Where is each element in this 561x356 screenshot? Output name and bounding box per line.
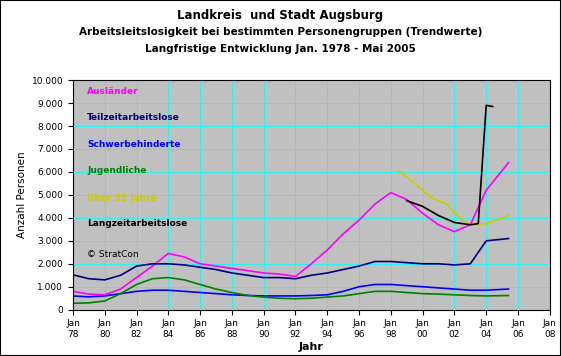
Y-axis label: Anzahl Personen: Anzahl Personen	[17, 152, 27, 238]
Text: Langfristige Entwicklung Jan. 1978 - Mai 2005: Langfristige Entwicklung Jan. 1978 - Mai…	[145, 44, 416, 54]
Text: Langzeitarbeitslose: Langzeitarbeitslose	[88, 219, 187, 228]
Text: Landkreis  und Stadt Augsburg: Landkreis und Stadt Augsburg	[177, 9, 384, 22]
Text: Schwerbehinderte: Schwerbehinderte	[88, 140, 181, 149]
X-axis label: Jahr: Jahr	[299, 342, 324, 352]
Text: Über 55 Jahre: Über 55 Jahre	[88, 193, 157, 203]
Text: © StratCon: © StratCon	[88, 250, 139, 259]
Text: Ausländer: Ausländer	[88, 87, 139, 96]
Text: Teilzeitarbeitslose: Teilzeitarbeitslose	[88, 114, 180, 122]
Text: Arbeitsleitslosigkeit bei bestimmten Personengruppen (Trendwerte): Arbeitsleitslosigkeit bei bestimmten Per…	[79, 27, 482, 37]
Text: Jugendliche: Jugendliche	[88, 166, 147, 175]
